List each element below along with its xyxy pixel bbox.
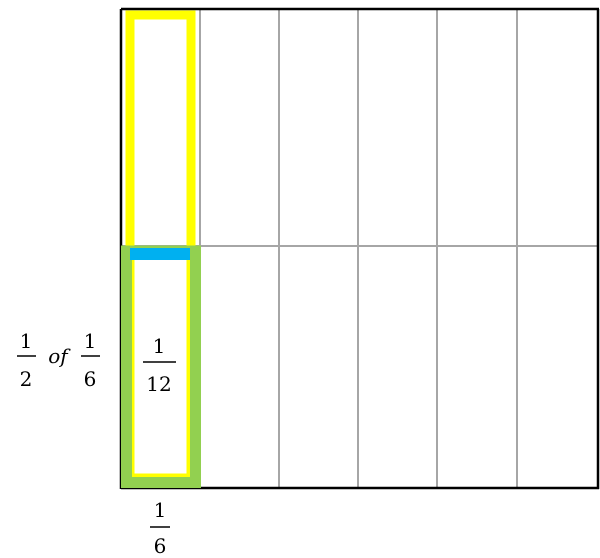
- inner-frac-denominator: 12: [146, 372, 171, 396]
- divider-bar: [130, 248, 190, 260]
- left-frac-1-denominator: 2: [20, 367, 33, 391]
- bottom-frac-numerator: 1: [154, 498, 167, 522]
- inner-frac-numerator: 1: [153, 334, 166, 358]
- left-frac-1-numerator: 1: [20, 329, 33, 353]
- one-twelfth-label: 1 12: [143, 334, 176, 396]
- one-sixth-label: 1 6: [150, 498, 170, 558]
- bottom-frac-denominator: 6: [154, 534, 167, 558]
- half-of-sixth-label: 1 2 of 1 6: [17, 329, 100, 391]
- left-frac-2-denominator: 6: [84, 367, 97, 391]
- left-frac-2-numerator: 1: [84, 329, 97, 353]
- of-word: of: [48, 344, 71, 368]
